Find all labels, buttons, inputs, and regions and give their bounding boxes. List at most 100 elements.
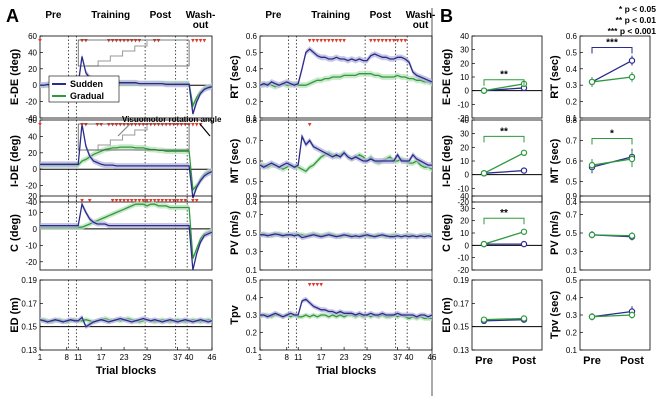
data-point-gradual <box>520 149 528 156</box>
y-tick-label: -10 <box>25 241 37 250</box>
significance-legend-item: * p < 0.05 <box>619 4 656 14</box>
significance-marker <box>391 39 396 43</box>
significance-marker <box>122 39 126 43</box>
series-band-gradual <box>40 201 212 262</box>
y-tick-label: 0.3 <box>246 311 258 320</box>
y-tick-label: -20 <box>457 114 469 123</box>
x-tick-label: 11 <box>74 353 83 362</box>
significance-marker <box>380 39 385 43</box>
y-tick-label: 30 <box>460 204 469 213</box>
significance-marker <box>311 283 316 287</box>
significance-marker <box>137 199 142 203</box>
y-tick-label: 0 <box>33 225 38 234</box>
y-tick-label: 40 <box>460 116 469 125</box>
y-tick-label: 0.3 <box>566 81 578 90</box>
series-line-gradual <box>483 83 525 92</box>
y-tick-label: -20 <box>457 266 469 275</box>
y-tick-label: 60 <box>28 116 37 125</box>
y-tick-label: 0.17 <box>453 299 469 308</box>
significance-marker <box>338 39 343 43</box>
significance-marker <box>395 39 400 43</box>
significance-label: ** <box>500 126 508 137</box>
significance-marker <box>152 39 157 43</box>
y-tick-label: -20 <box>25 258 37 267</box>
y-tick-label: 0.3 <box>566 311 578 320</box>
significance-marker <box>145 199 149 203</box>
inset-label: Visuomotor rotation angle <box>122 115 222 124</box>
significance-marker <box>164 199 168 203</box>
data-point-gradual <box>480 87 488 94</box>
y-tick-label: 0.1 <box>566 114 578 123</box>
series-line-sudden <box>260 233 433 239</box>
significance-marker <box>107 39 111 43</box>
significance-marker <box>307 283 312 287</box>
significance-marker <box>129 39 134 43</box>
significance-marker <box>80 39 84 43</box>
y-tick-label: 40 <box>460 32 469 41</box>
x-tick-label: 23 <box>340 353 349 362</box>
y-tick-label: 0.5 <box>566 178 578 187</box>
y-tick-label: 40 <box>460 192 469 201</box>
y-tick-label: 0.2 <box>566 329 578 338</box>
series-line-sudden <box>40 202 213 271</box>
phase-label: Training <box>311 10 350 21</box>
series-band-sudden <box>40 53 212 117</box>
x-tick-label: 1 <box>258 353 263 362</box>
y-tick-label: 0.1 <box>246 346 258 355</box>
series-line-sudden <box>39 316 213 328</box>
data-point-gradual <box>588 161 596 169</box>
x-tick-label: 29 <box>143 353 152 362</box>
data-point-gradual <box>588 313 596 320</box>
phase-label: Wash- <box>406 10 436 21</box>
x-tick-label: 23 <box>120 353 129 362</box>
x-tick-label: 11 <box>294 353 303 362</box>
series-line-gradual <box>591 76 633 83</box>
significance-marker <box>118 39 123 43</box>
significance-marker <box>315 39 320 43</box>
significance-marker <box>194 199 199 203</box>
y-axis-label: I-DE (deg) <box>441 135 453 187</box>
series-line-gradual <box>591 234 633 237</box>
significance-marker <box>372 39 377 43</box>
series-line-sudden <box>40 123 213 199</box>
significance-marker <box>95 123 100 127</box>
y-tick-label: 0.7 <box>246 137 258 146</box>
x-tick-label: 37 <box>393 353 402 362</box>
y-tick-label: 0.7 <box>566 137 578 146</box>
y-tick-label: 20 <box>460 59 469 68</box>
significance-marker <box>129 199 134 203</box>
significance-bracket <box>591 46 633 54</box>
y-axis-label: MT (sec) <box>549 138 561 183</box>
y-tick-label: 20 <box>460 217 469 226</box>
y-tick-label: -40 <box>25 198 37 207</box>
y-tick-label: 20 <box>28 192 37 201</box>
significance-marker <box>384 39 388 43</box>
y-tick-label: 0.6 <box>246 157 258 166</box>
data-point-gradual <box>628 232 636 239</box>
series-band-sudden <box>260 296 432 320</box>
plot-frame-ed <box>39 279 213 351</box>
y-tick-label: 0.15 <box>453 323 469 332</box>
phase-label: Post <box>150 10 172 21</box>
significance-marker <box>99 123 103 127</box>
significance-bracket <box>483 217 525 225</box>
x-tick-label: 17 <box>97 353 106 362</box>
y-tick-label: 0.19 <box>21 276 37 285</box>
significance-marker <box>114 123 119 127</box>
y-tick-label: 0 <box>465 171 470 180</box>
y-tick-label: 10 <box>460 73 469 82</box>
significance-marker <box>114 39 119 43</box>
y-tick-label: 10 <box>460 229 469 238</box>
phase-label: Post <box>370 10 392 21</box>
y-tick-label: 0 <box>465 87 470 96</box>
significance-marker <box>179 199 184 203</box>
significance-label: *** <box>606 37 618 48</box>
y-tick-label: 0.2 <box>246 98 258 107</box>
y-tick-label: 0.4 <box>246 198 258 207</box>
y-tick-label: 0.2 <box>566 98 578 107</box>
significance-marker <box>114 199 119 203</box>
series-line-gradual <box>40 203 213 259</box>
significance-marker <box>152 199 157 203</box>
y-tick-label: -20 <box>25 182 37 191</box>
series-line-gradual <box>483 152 525 174</box>
